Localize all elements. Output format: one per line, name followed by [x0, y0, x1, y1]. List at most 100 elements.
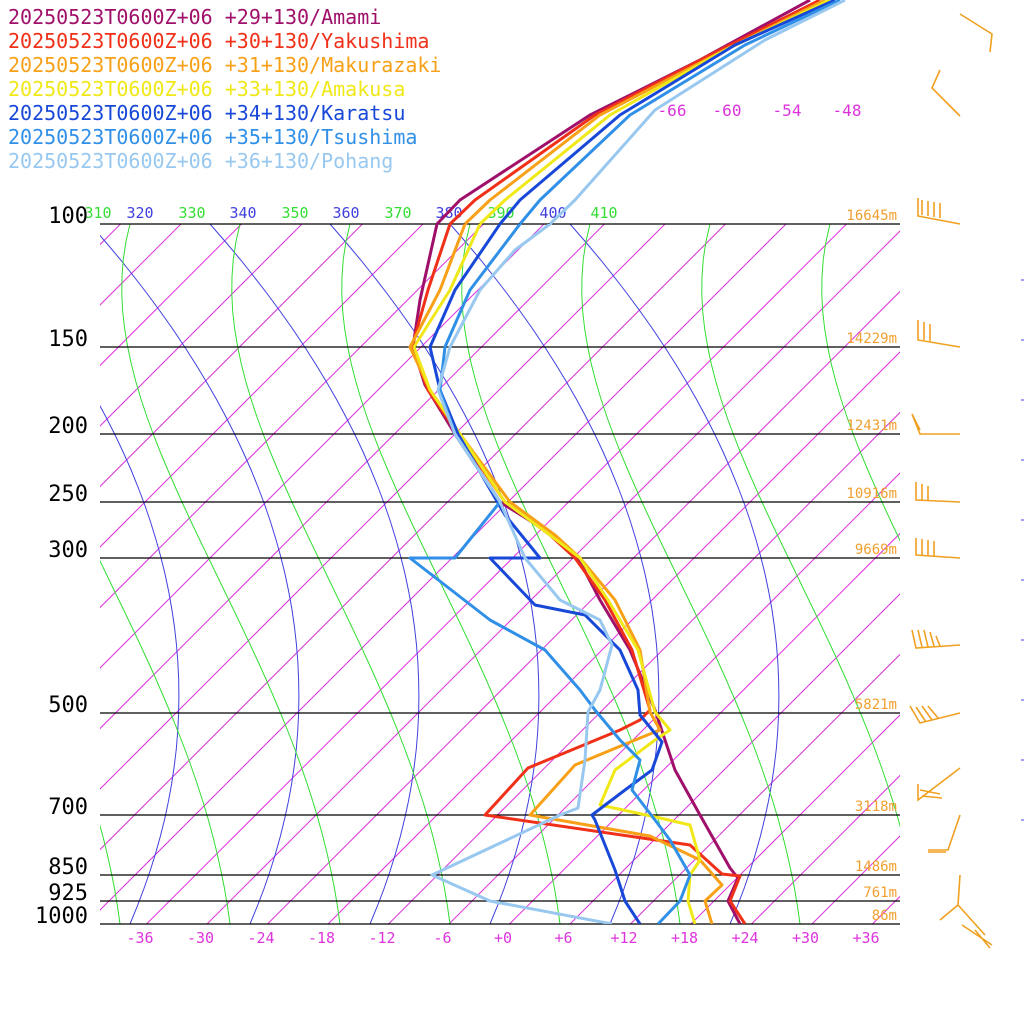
profile-line [448, 0, 821, 226]
height-label: 10916m [846, 486, 897, 502]
wind-barb [911, 629, 961, 649]
x-tick-label: +12 [610, 929, 637, 947]
isotherm-line [872, 895, 900, 924]
isotherm-line [100, 224, 666, 790]
dry-adiabat-line [100, 234, 300, 924]
theta-label: 350 [281, 204, 308, 222]
x-tick-label: -24 [247, 929, 274, 947]
wind-barb [915, 482, 961, 503]
theta-label: 320 [126, 204, 153, 222]
isotherm-line [100, 224, 424, 548]
pressure-label: 1000 [35, 904, 88, 929]
pressure-label: 925 [48, 881, 88, 906]
pressure-label: 150 [48, 327, 88, 352]
wind-barb [909, 705, 961, 724]
wind-barbs [909, 13, 1024, 949]
height-labels: 16645m 14229m 12431m 10916m 9669m 5821m 3118m 1… [846, 208, 897, 924]
legend-entry: 20250523T0600Z+06 +30+130/Yakushima [8, 29, 429, 53]
wind-barb [917, 320, 961, 348]
x-tick-label: +36 [852, 929, 879, 947]
isotherm-line [569, 593, 900, 924]
height-label: 9669m [855, 542, 897, 558]
moist-adiabat-line [821, 224, 900, 542]
height-label: 14229m [846, 331, 897, 347]
moist-adiabat-line [461, 224, 681, 924]
wind-barb [917, 767, 961, 802]
legend-entry: 20250523T0600Z+06 +34+130/Karatsu [8, 101, 405, 125]
mixing-label: -48 [833, 101, 862, 120]
theta-label: 410 [590, 204, 617, 222]
wind-barb [911, 413, 960, 435]
profile-line [430, 224, 614, 924]
isotherm-line [388, 411, 900, 924]
isotherm-line [100, 224, 545, 669]
theta-label: 330 [178, 204, 205, 222]
pressure-label: 500 [48, 693, 88, 718]
isotherm-line [327, 351, 900, 924]
x-tick-label: +6 [554, 929, 572, 947]
theta-label: 340 [229, 204, 256, 222]
x-tick-label: -30 [187, 929, 214, 947]
moist-adiabat-line [581, 224, 801, 924]
isotherm-line [100, 224, 242, 367]
theta-label: 400 [539, 204, 566, 222]
dry-adiabat-lines [100, 224, 780, 924]
legend-entry: 20250523T0600Z+06 +31+130/Makurazaki [8, 53, 441, 77]
x-tick-label: +0 [494, 929, 512, 947]
legend-entry: 20250523T0600Z+06 +29+130/Amami [8, 5, 381, 29]
pressure-label: 200 [48, 414, 88, 439]
moist-adiabat-line [0, 224, 10, 924]
profile-line [408, 224, 724, 924]
mixing-label: -66 [658, 101, 687, 120]
dry-adiabat-line [209, 224, 420, 924]
wind-barb [931, 69, 961, 117]
isotherm-line [100, 224, 726, 851]
isotherm-line [206, 230, 900, 924]
isotherm-line [509, 532, 900, 924]
isotherm-line [100, 224, 363, 488]
height-label: 1486m [855, 859, 897, 875]
moist-adiabat-lines [0, 224, 900, 924]
pressure-label: 700 [48, 795, 88, 820]
isotherm-line [100, 224, 303, 427]
profile-line [428, 224, 664, 924]
x-tick-label: +24 [731, 929, 758, 947]
theta-label: 310 [84, 204, 111, 222]
wind-barb [915, 538, 961, 559]
isotherm-line [100, 224, 484, 609]
profile-line [412, 224, 702, 924]
dry-adiabat-line [100, 404, 180, 924]
moist-adiabat-line [121, 224, 341, 924]
isotherm-line [448, 472, 900, 924]
isotherm-line [690, 714, 900, 924]
height-label: 3118m [855, 799, 897, 815]
wind-barb [939, 874, 993, 949]
moist-adiabat-line [701, 224, 900, 828]
moist-adiabat-line [341, 224, 561, 924]
height-label: 86m [872, 908, 897, 924]
height-label: 12431m [846, 418, 897, 434]
profile-line [518, 0, 841, 225]
pressure-label: 300 [48, 538, 88, 563]
isotherm-line [100, 224, 605, 730]
theta-label: 370 [384, 204, 411, 222]
profile-line [410, 224, 747, 924]
sounding-profiles [408, 224, 747, 924]
height-label: 5821m [855, 697, 897, 713]
theta-label: 360 [332, 204, 359, 222]
mixing-label: -54 [773, 101, 802, 120]
pressure-label: 250 [48, 482, 88, 507]
isotherm-line [751, 774, 900, 924]
isotherm-line [146, 224, 847, 924]
legend: 20250523T0600Z+06 +29+130/Amami20250523T… [8, 5, 441, 173]
x-tick-label: -12 [368, 929, 395, 947]
isotherm-line [100, 224, 182, 306]
dry-adiabat-line [569, 224, 780, 924]
pressure-label: 850 [48, 855, 88, 880]
profile-extensions [435, 0, 846, 226]
x-tick-label: +18 [671, 929, 698, 947]
x-tick-label: +30 [792, 929, 819, 947]
wind-barb [917, 198, 961, 225]
profile-line [498, 0, 836, 225]
